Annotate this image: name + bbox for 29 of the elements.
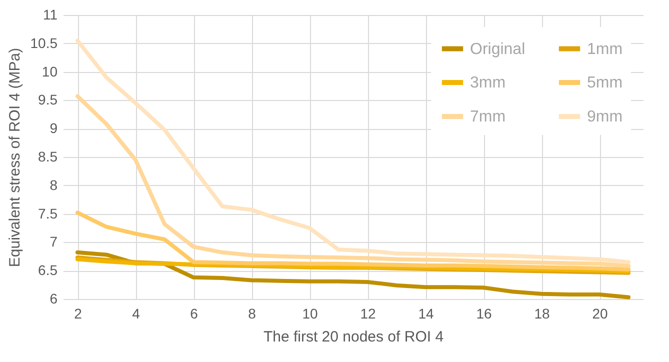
- x-tick-label: 10: [302, 306, 318, 322]
- x-tick-label: 16: [476, 306, 492, 322]
- legend-label: 7mm: [470, 108, 506, 126]
- x-tick-label: 6: [190, 306, 198, 322]
- y-tick-label: 10.5: [30, 34, 58, 51]
- x-tick-label: 12: [360, 306, 376, 322]
- y-tick-label: 10: [42, 63, 58, 80]
- y-tick-label: 11: [42, 6, 58, 22]
- y-tick-label: 7: [50, 234, 58, 250]
- y-tick-label: 8.5: [38, 148, 58, 164]
- legend-label: 5mm: [587, 74, 623, 92]
- y-tick-label: 6: [50, 290, 58, 306]
- legend-label: 1mm: [587, 40, 623, 58]
- x-tick-label: 20: [592, 306, 608, 322]
- y-axis-title: Equivalent stress of ROI 4 (MPa): [6, 48, 24, 268]
- y-tick-label: 7.5: [38, 205, 58, 222]
- x-tick-label: 18: [534, 306, 550, 322]
- y-tick-label: 9.5: [38, 92, 58, 108]
- x-tick-label: 4: [132, 306, 140, 322]
- legend-label: 3mm: [470, 74, 506, 92]
- x-axis-title: The first 20 nodes of ROI 4: [263, 328, 444, 346]
- legend-label: 9mm: [587, 108, 623, 126]
- x-tick-label: 14: [418, 306, 434, 322]
- x-tick-label: 8: [248, 306, 256, 322]
- y-tick-label: 8: [50, 176, 58, 193]
- y-tick-label: 6.5: [38, 262, 58, 278]
- y-tick-label: 9: [50, 120, 58, 136]
- x-tick-label: 2: [74, 306, 82, 322]
- legend-label: Original: [470, 40, 526, 58]
